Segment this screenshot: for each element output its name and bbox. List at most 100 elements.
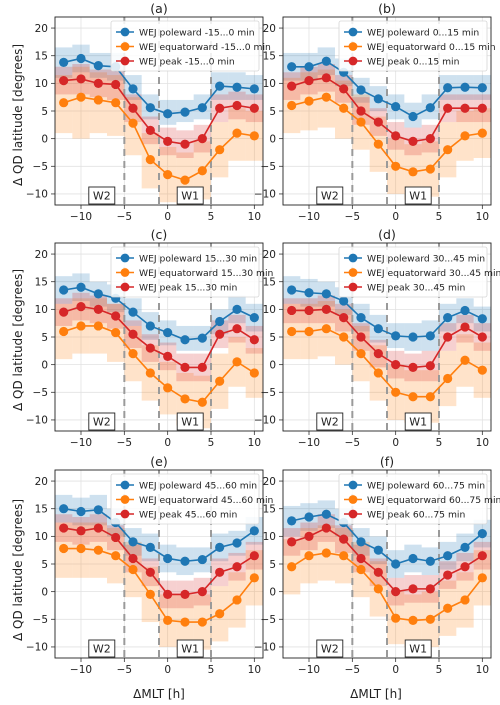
x-tick-label: −5 — [345, 664, 360, 676]
legend-entry-poleward: WEJ poleward 15...30 min — [139, 254, 257, 265]
equatorward-point — [373, 584, 383, 594]
x-tick-label: −10 — [70, 437, 92, 449]
equatorward-point — [443, 145, 453, 155]
y-tick-label: 15 — [263, 504, 276, 516]
y-tick-label: −5 — [33, 161, 48, 173]
legend-marker-poleward — [348, 27, 358, 37]
legend-marker-poleward — [120, 480, 130, 490]
y-axis-label-top: Δ QD latitude [degrees] — [11, 44, 25, 186]
poleward-point — [425, 103, 435, 113]
x-tick-label: −5 — [117, 437, 132, 449]
window-label-w1: W1 — [409, 190, 427, 203]
equatorward-point — [215, 376, 225, 386]
x-tick-label: 0 — [392, 664, 399, 676]
panel-2: −10 −5 0 5 10 −10 −5 0 5 10 15 20 W2 W1 (c) WEJ polewar… — [26, 227, 274, 449]
peak-point — [373, 567, 383, 577]
equatorward-point — [111, 327, 121, 338]
poleward-point — [197, 554, 207, 565]
equatorward-point — [145, 368, 155, 378]
peak-point — [59, 75, 69, 86]
peak-point — [197, 134, 207, 144]
poleward-point — [391, 101, 401, 112]
peak-point — [477, 551, 487, 561]
x-tick-label: 0 — [164, 437, 171, 449]
window-label-w2: W2 — [93, 190, 111, 203]
window-box-w1 — [176, 186, 204, 205]
equatorward-point — [408, 167, 418, 177]
y-tick-label: 10 — [263, 531, 276, 543]
legend-entry-poleward: WEJ poleward 0...15 min — [367, 28, 479, 39]
poleward-point — [408, 332, 418, 342]
legend — [338, 473, 488, 525]
peak-point — [215, 103, 225, 113]
plot-frame — [282, 16, 492, 206]
y-tick-label: 5 — [269, 106, 276, 118]
equatorward-point — [339, 103, 349, 113]
panel-label: (a) — [150, 1, 167, 16]
y-tick-label: −10 — [254, 189, 276, 201]
poleward-point — [180, 335, 190, 345]
equatorward-point — [460, 131, 470, 141]
window-box-w2 — [316, 639, 344, 658]
peak-point — [215, 329, 225, 339]
x-tick-label: 5 — [208, 664, 215, 676]
plot-frame — [282, 469, 492, 659]
window-label-w2: W2 — [321, 190, 339, 203]
equatorward-point — [163, 615, 173, 626]
plot-frame — [54, 469, 264, 659]
equatorward-point — [408, 615, 418, 626]
poleward-point — [408, 553, 418, 564]
poleward-point — [163, 553, 173, 564]
poleward-point — [477, 83, 487, 93]
equatorward-point — [145, 589, 155, 600]
y-tick-label: 0 — [269, 359, 276, 371]
equatorward-point — [287, 326, 297, 337]
equatorward-point — [321, 548, 331, 558]
legend-marker-peak — [120, 56, 130, 66]
x-tick-label: −5 — [345, 211, 360, 223]
y-tick-label: −10 — [254, 415, 276, 427]
x-tick-label: 10 — [248, 211, 261, 223]
panel-label: (f) — [380, 454, 394, 469]
equatorward-point — [477, 128, 487, 138]
poleward-point — [373, 324, 383, 334]
poleward-point — [197, 333, 207, 343]
equatorward-point — [215, 145, 225, 155]
equatorward-point — [197, 166, 207, 176]
poleward-point — [249, 84, 259, 94]
poleward-point — [443, 83, 453, 93]
peak-point — [249, 551, 259, 561]
x-tick-label: 10 — [476, 664, 489, 676]
legend-entry-equatorward: WEJ equatorward 45...60 min — [139, 495, 274, 506]
peak-point — [339, 84, 349, 94]
peak-point — [321, 304, 331, 314]
poleward-point — [93, 61, 103, 71]
legend-marker-peak — [348, 282, 358, 292]
legend-marker-equatorward — [348, 268, 358, 277]
panel-4: −10 −5 0 5 10 −10 −5 0 5 10 15 20 W2 W1 (e) WEJ polewar… — [26, 454, 274, 676]
legend-marker-poleward — [348, 480, 358, 490]
peak-point — [232, 100, 242, 111]
panel-label: (d) — [378, 227, 396, 242]
legend-marker-equatorward — [120, 42, 130, 51]
window-box-w1 — [176, 639, 204, 658]
peak-point — [391, 131, 401, 141]
legend-entry-equatorward: WEJ equatorward 60...75 min — [367, 495, 500, 506]
peak-point — [321, 523, 331, 533]
peak-point — [460, 322, 470, 332]
poleward-point — [76, 506, 86, 517]
x-tick-label: −10 — [298, 437, 320, 449]
y-tick-label: 0 — [41, 133, 48, 145]
window-box-w1 — [404, 412, 432, 431]
legend-entry-equatorward: WEJ equatorward 15...30 min — [139, 268, 274, 279]
poleward-point — [232, 82, 242, 92]
peak-point — [408, 584, 418, 594]
equatorward-point — [356, 564, 366, 575]
poleward-point — [180, 107, 190, 117]
panel-label: (e) — [150, 454, 167, 469]
poleward-point — [460, 542, 470, 553]
x-tick-label: 10 — [248, 664, 261, 676]
peak-point — [373, 348, 383, 359]
equatorward-point — [443, 373, 453, 384]
x-tick-label: −5 — [345, 437, 360, 449]
